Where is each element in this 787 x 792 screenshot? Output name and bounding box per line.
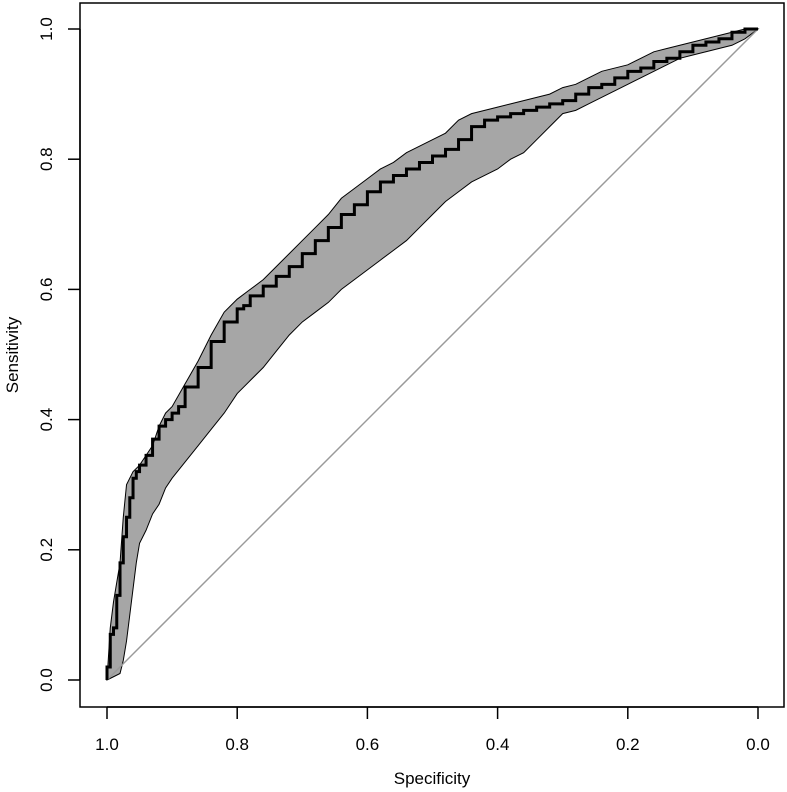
chance-diagonal-line — [106, 28, 759, 681]
x-tick-label: 0.4 — [486, 735, 510, 754]
x-tick-label: 0.8 — [225, 735, 249, 754]
roc-curve-layer — [105, 27, 758, 680]
x-axis-title: Specificity — [394, 769, 471, 788]
y-tick-label: 0.6 — [37, 278, 56, 302]
x-tick-label: 0.2 — [616, 735, 640, 754]
x-tick-label: 1.0 — [95, 735, 119, 754]
y-axis-title: Sensitivity — [3, 316, 22, 393]
x-tick-label: 0.6 — [356, 735, 380, 754]
x-tick-label: 0.0 — [746, 735, 770, 754]
y-tick-label: 0.4 — [37, 408, 56, 432]
y-tick-label: 0.8 — [37, 147, 56, 171]
y-tick-label: 1.0 — [37, 17, 56, 41]
roc-curve-line — [105, 27, 758, 680]
y-axis: 0.0 0.2 0.4 0.6 0.8 1.0 — [37, 17, 81, 692]
x-axis: 1.0 0.8 0.6 0.4 0.2 0.0 — [95, 706, 770, 754]
y-tick-label: 0.0 — [37, 668, 56, 692]
y-tick-label: 0.2 — [37, 538, 56, 562]
